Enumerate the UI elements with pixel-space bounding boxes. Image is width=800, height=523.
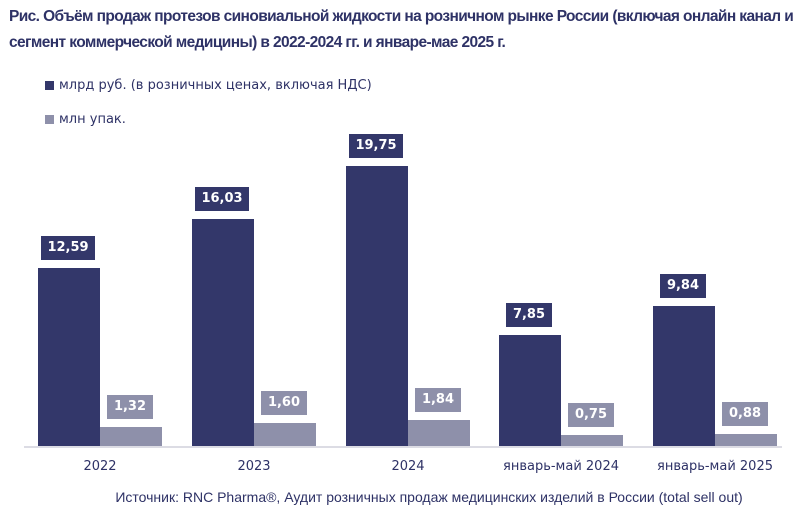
data-label-packs: 1,32 xyxy=(106,394,154,420)
bar-rub xyxy=(192,219,254,446)
bar-rub xyxy=(499,335,561,446)
bar-rub xyxy=(346,166,408,446)
data-label-rub: 7,85 xyxy=(505,302,553,328)
data-label-packs: 0,75 xyxy=(567,402,615,428)
data-label-rub: 12,59 xyxy=(40,235,96,261)
data-label-rub: 9,84 xyxy=(659,273,707,299)
x-axis-category-label: январь-май 2024 xyxy=(503,459,619,474)
bar-rub xyxy=(653,306,715,446)
legend-item-rub: млрд руб. (в розничных ценах, включая НД… xyxy=(45,75,372,95)
legend-item-packs: млн упак. xyxy=(45,109,372,129)
data-label-rub: 19,75 xyxy=(348,133,404,159)
data-label-packs: 1,84 xyxy=(414,387,462,413)
bar-rub xyxy=(38,268,100,446)
data-label-packs: 1,60 xyxy=(260,390,308,416)
legend-label-packs: млн упак. xyxy=(59,111,126,127)
data-label-packs: 0,88 xyxy=(721,401,769,427)
legend-swatch-rub xyxy=(45,80,54,90)
source-note: Источник: RNC Pharma®, Аудит розничных п… xyxy=(115,489,743,505)
bar-packs xyxy=(715,434,777,446)
bar-packs xyxy=(100,427,162,446)
chart-title: Рис. Объём продаж протезов синовиальной … xyxy=(9,8,794,51)
bar-packs xyxy=(408,420,470,446)
x-axis-category-label: 2022 xyxy=(83,459,117,474)
legend: млрд руб. (в розничных ценах, включая НД… xyxy=(45,75,372,143)
legend-label-rub: млрд руб. (в розничных ценах, включая НД… xyxy=(59,77,372,93)
x-axis-category-label: январь-май 2025 xyxy=(657,459,773,474)
bar-packs xyxy=(254,423,316,446)
bar-packs xyxy=(561,435,623,446)
legend-swatch-packs xyxy=(45,114,54,124)
x-axis-line xyxy=(24,446,782,448)
x-axis-category-label: 2023 xyxy=(237,459,271,474)
data-label-rub: 16,03 xyxy=(194,186,250,212)
x-axis-category-label: 2024 xyxy=(391,459,425,474)
